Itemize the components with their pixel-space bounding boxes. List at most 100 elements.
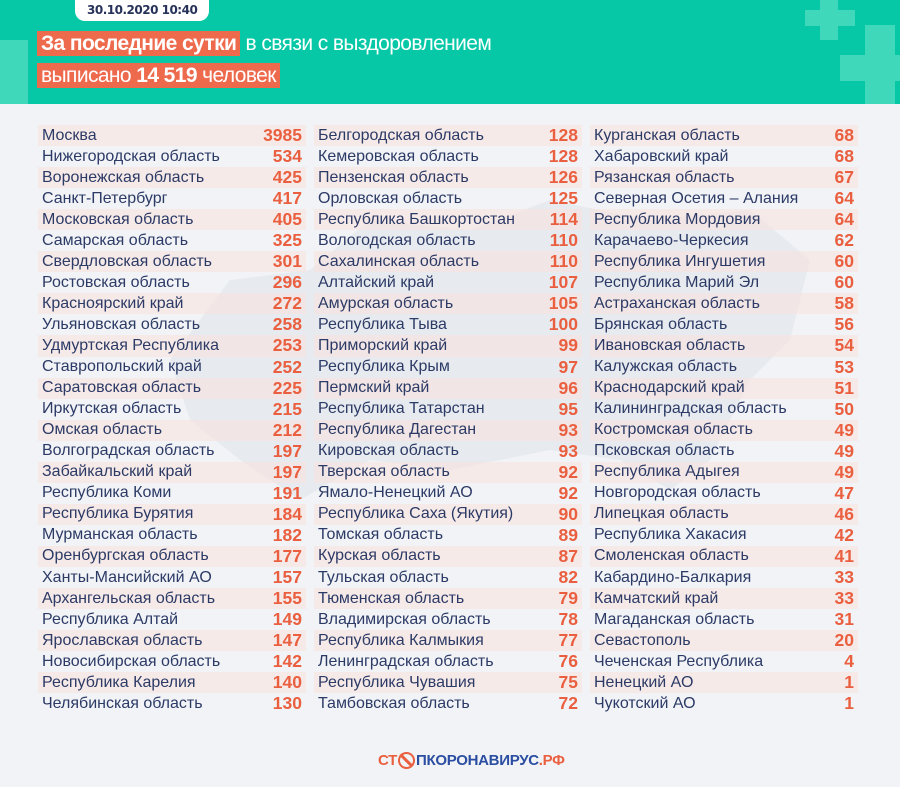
region-name: Челябинская область <box>42 694 203 712</box>
table-row: Московская область 405 <box>38 209 306 231</box>
recovered-count: 92 <box>558 482 578 503</box>
total-number: 14 519 <box>136 64 197 87</box>
recovered-count: 97 <box>558 356 578 377</box>
region-name: Республика Ингушетия <box>594 252 766 270</box>
table-row: Республика Чувашия 75 <box>314 672 582 694</box>
recovered-count: 147 <box>272 630 302 651</box>
recovered-count: 225 <box>272 377 302 398</box>
region-name: Астраханская область <box>594 294 760 312</box>
recovered-count: 33 <box>834 567 854 587</box>
recovered-count: 49 <box>834 461 854 482</box>
table-row: Кабардино-Балкария 33 <box>590 567 858 588</box>
region-name: Севастополь <box>594 631 691 649</box>
table-row: Иркутская область 215 <box>38 399 306 420</box>
header-banner: 30.10.2020 10:40 За последние сутки в св… <box>0 0 900 104</box>
recovered-count: 142 <box>272 651 302 672</box>
recovered-count: 31 <box>834 609 854 630</box>
table-row: Ленинградская область 76 <box>314 651 582 672</box>
recovered-count: 79 <box>558 588 578 609</box>
table-row: Рязанская область 67 <box>590 167 858 189</box>
table-row: Калужская область 53 <box>590 357 858 378</box>
recovered-count: 54 <box>834 335 854 356</box>
table-row: Кемеровская область 128 <box>314 146 582 167</box>
recovered-count: 417 <box>272 188 302 209</box>
table-row: Курская область 87 <box>314 545 582 567</box>
region-name: Северная Осетия – Алания <box>594 189 799 207</box>
table-row: Сахалинская область 110 <box>314 251 582 273</box>
recovered-count: 33 <box>834 588 854 609</box>
headline-pre: выписано <box>41 64 132 87</box>
table-row: Новосибирская область 142 <box>38 651 306 672</box>
region-name: Омская область <box>42 421 163 439</box>
recovered-count: 114 <box>549 209 578 230</box>
date-badge: 30.10.2020 10:40 <box>75 0 210 21</box>
region-name: Рязанская область <box>594 168 735 186</box>
table-row: Тюменская область 79 <box>314 588 582 610</box>
table-row: Приморский край 99 <box>314 335 582 357</box>
table-row: Тульская область 82 <box>314 567 582 588</box>
region-column-1: Москва 3985 Нижегородская область 534 Вороне… <box>38 125 306 714</box>
table-row: Чеченская Республика 4 <box>590 651 858 672</box>
recovered-count: 128 <box>548 146 578 167</box>
table-row: Мурманская область 182 <box>38 525 306 546</box>
recovered-count: 58 <box>834 293 854 314</box>
table-row: Саратовская область 225 <box>38 377 306 399</box>
region-name: Республика Чувашия <box>318 673 476 691</box>
recovered-count: 107 <box>548 272 578 293</box>
table-row: Костромская область 49 <box>590 419 858 441</box>
region-name: Тверская область <box>318 463 450 481</box>
recovered-count: 182 <box>272 524 302 545</box>
region-name: Карачаево-Черкесия <box>594 231 749 249</box>
region-name: Самарская область <box>42 231 189 249</box>
region-name: Саратовская область <box>42 379 202 397</box>
table-row: Карачаево-Черкесия 62 <box>590 230 858 251</box>
recovered-count: 82 <box>558 567 578 587</box>
region-name: Ярославская область <box>42 631 203 649</box>
region-column-3: Курганская область 68 Хабаровский край 68 Ря… <box>590 125 858 714</box>
table-row: Кировская область 93 <box>314 441 582 462</box>
region-name: Республика Дагестан <box>318 421 477 439</box>
recovered-count: 105 <box>548 293 578 314</box>
table-row: Белгородская область 128 <box>314 125 582 147</box>
region-name: Ямало-Ненецкий АО <box>318 484 473 502</box>
table-row: Республика Мордовия 64 <box>590 209 858 231</box>
recovered-count: 68 <box>834 125 854 146</box>
recovered-count: 252 <box>272 356 302 377</box>
recovered-count: 4 <box>844 651 854 672</box>
recovered-count: 64 <box>834 188 854 209</box>
recovered-count: 149 <box>272 609 302 630</box>
stopkoronavirus-logo: СТ ПКОРОНАВИРУС .РФ <box>378 752 565 769</box>
recovered-count: 128 <box>548 125 578 146</box>
recovered-count: 93 <box>558 419 578 440</box>
recovered-count: 87 <box>558 545 578 566</box>
recovered-count: 157 <box>272 567 302 587</box>
table-row: Воронежская область 425 <box>38 167 306 189</box>
recovered-count: 89 <box>558 524 578 545</box>
table-row: Архангельская область 155 <box>38 588 306 610</box>
logo-text-pre: СТ <box>378 752 398 769</box>
region-name: Нижегородская область <box>42 147 220 165</box>
region-name: Тамбовская область <box>318 694 470 712</box>
table-row: Самарская область 325 <box>38 230 306 251</box>
region-name: Ростовская область <box>42 273 190 291</box>
region-name: Пензенская область <box>318 168 469 186</box>
region-name: Приморский край <box>318 336 448 354</box>
table-row: Республика Саха (Якутия) 90 <box>314 503 582 525</box>
region-name: Кемеровская область <box>318 147 479 165</box>
region-name: Волгоградская область <box>42 442 215 460</box>
recovered-count: 253 <box>272 335 302 356</box>
recovered-count: 77 <box>558 630 578 651</box>
recovered-count: 92 <box>558 461 578 482</box>
region-name: Тюменская область <box>318 589 465 607</box>
recovered-count: 56 <box>834 314 854 335</box>
region-name: Воронежская область <box>42 168 205 186</box>
region-name: Республика Карелия <box>42 673 196 691</box>
headline-line-1: За последние сутки в связи с выздоровлен… <box>37 31 492 56</box>
recovered-count: 78 <box>558 609 578 630</box>
table-row: Хабаровский край 68 <box>590 146 858 167</box>
table-row: Тамбовская область 72 <box>314 693 582 714</box>
recovered-count: 110 <box>549 230 578 251</box>
recovered-count: 197 <box>272 440 302 461</box>
table-row: Пермский край 96 <box>314 377 582 399</box>
table-row: Республика Адыгея 49 <box>590 461 858 483</box>
